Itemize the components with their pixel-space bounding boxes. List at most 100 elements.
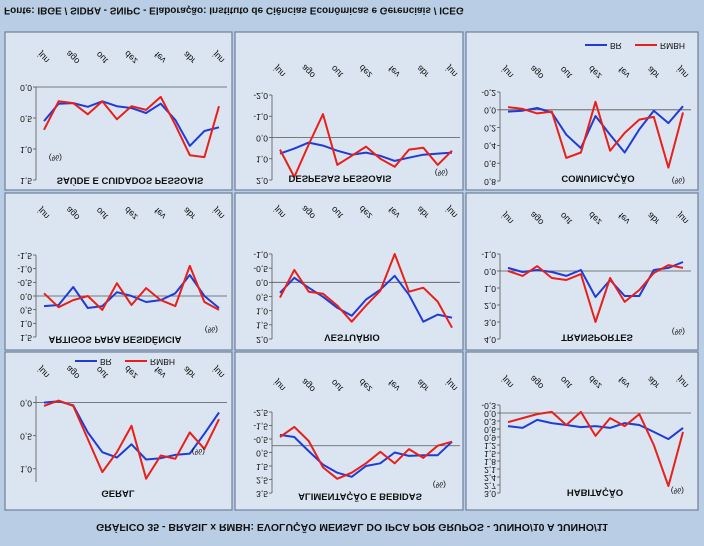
y-tick-label: 2,5 [256, 475, 268, 485]
y-tick-label: -1,5 [253, 421, 268, 431]
series-line [279, 425, 453, 480]
panel [234, 351, 464, 511]
y-tick-label: 0,0 [20, 83, 32, 93]
unit-label: (%) [433, 480, 446, 490]
series-line [43, 399, 220, 480]
y-tick-label: 1,5 [256, 462, 268, 472]
y-tick-label: -1,0 [17, 264, 32, 274]
series-line [507, 261, 684, 298]
panel [465, 351, 699, 511]
y-tick-label: 0,4 [484, 141, 496, 151]
series-line [507, 100, 684, 169]
panel [4, 192, 233, 351]
y-tick-label: 1,2 [484, 441, 496, 451]
unit-label: (%) [435, 168, 448, 178]
y-tick-label: 2,7 [484, 481, 496, 491]
y-tick-label: -1,0 [253, 112, 268, 122]
y-tick-label: 1,5 [20, 176, 32, 186]
series-line [43, 274, 220, 309]
y-tick-label: 2,0 [484, 301, 496, 311]
panel [234, 192, 464, 351]
series-line [43, 95, 220, 159]
figure-title: GRÁFICO 35 - BRASIL x RMBH: EVOLUÇÃO MEN… [96, 521, 608, 534]
y-tick-label: 0,5 [20, 305, 32, 315]
y-tick-label: 1,5 [484, 449, 496, 459]
legend-label: BR [610, 41, 622, 51]
y-tick-label: 0,0 [20, 292, 32, 302]
unit-label: (%) [192, 447, 205, 457]
y-tick-label: 2,4 [484, 473, 496, 483]
panel-title: VESTUÁRIO [324, 331, 379, 342]
source-note: Fonte: IBGE / SIDRA - SNIPC - Elaboração… [4, 4, 464, 15]
y-tick-label: 0,0 [20, 398, 32, 408]
y-tick-label: -0,3 [481, 401, 496, 411]
panel-title: ALIMENTAÇÃO E BEBIDAS [298, 490, 422, 501]
y-tick-label: 1,0 [20, 145, 32, 155]
y-tick-label: 0,5 [256, 448, 268, 458]
y-tick-label: 0,5 [20, 114, 32, 124]
legend-label: RMBH [150, 357, 175, 367]
y-tick-label: 1,5 [256, 321, 268, 331]
panel-title: DESPESAS PESSOAIS [289, 172, 392, 183]
y-tick-label: 0,2 [484, 123, 496, 133]
y-tick-label: 0,5 [256, 292, 268, 302]
panel-title: TRANSPORTES [561, 331, 633, 342]
unit-label: (%) [672, 327, 685, 337]
series-line [279, 274, 453, 323]
series-line [43, 264, 220, 311]
panel [4, 31, 233, 191]
y-tick-label: 0,6 [484, 425, 496, 435]
y-tick-label: -2,5 [253, 408, 268, 418]
y-tick-label: 3,0 [484, 489, 496, 499]
y-tick-label: 1,0 [256, 306, 268, 316]
panel [4, 351, 233, 511]
y-tick-label: 0,0 [484, 409, 496, 419]
y-tick-label: -1,0 [253, 250, 268, 260]
y-tick-label: 2,0 [256, 335, 268, 345]
y-tick-label: 0,6 [484, 159, 496, 169]
y-tick-label: 0,0 [484, 106, 496, 116]
y-tick-label: 0,0 [256, 133, 268, 143]
y-tick-label: 2,0 [256, 176, 268, 186]
y-tick-label: 3,0 [484, 318, 496, 328]
y-tick-label: 0,5 [20, 431, 32, 441]
y-tick-label: 0,0 [256, 278, 268, 288]
series-line [507, 418, 684, 441]
panel-title: ARTIGOS PARA RESIDÊNCIA [48, 333, 181, 345]
legend-label: BR [100, 357, 112, 367]
y-tick-label: 0,8 [484, 177, 496, 187]
y-tick-label: 2,1 [484, 465, 496, 475]
unit-label: (%) [205, 325, 218, 335]
panel-title: HABITAÇÃO [567, 486, 623, 497]
y-tick-label: 1,0 [20, 465, 32, 475]
y-tick-label: 1,8 [484, 457, 496, 467]
y-tick-label: 4,0 [484, 335, 496, 345]
y-tick-label: 0,3 [484, 417, 496, 427]
y-tick-label: 1,0 [256, 155, 268, 165]
y-tick-label: -1,0 [481, 250, 496, 260]
panel [234, 31, 464, 191]
y-tick-label: 1,0 [20, 319, 32, 329]
series-line [507, 410, 684, 488]
y-tick-label: 0,0 [484, 267, 496, 277]
y-tick-label: -0,5 [253, 264, 268, 274]
panel-title: COMUNICAÇÃO [561, 172, 634, 183]
y-tick-label: -0,2 [481, 88, 496, 98]
panel-title: GERAL [101, 487, 134, 498]
y-tick-label: 1,0 [484, 284, 496, 294]
y-tick-label: -0,5 [253, 435, 268, 445]
figure-content: GRÁFICO 35 - BRASIL x RMBH: EVOLUÇÃO MEN… [4, 4, 699, 534]
series-line [279, 253, 453, 329]
series-line [507, 105, 684, 154]
unit-label: (%) [672, 176, 685, 186]
panel [465, 31, 699, 191]
unit-label: (%) [49, 153, 62, 163]
series-line [279, 113, 453, 178]
series-line [507, 264, 684, 323]
unit-label: (%) [671, 486, 684, 496]
y-tick-label: -2,0 [253, 91, 268, 101]
panel-title: SAÚDE E CUIDADOS PESSOAIS [57, 174, 204, 186]
legend-label: RMBH [660, 41, 685, 51]
y-tick-label: -1,5 [17, 251, 32, 261]
